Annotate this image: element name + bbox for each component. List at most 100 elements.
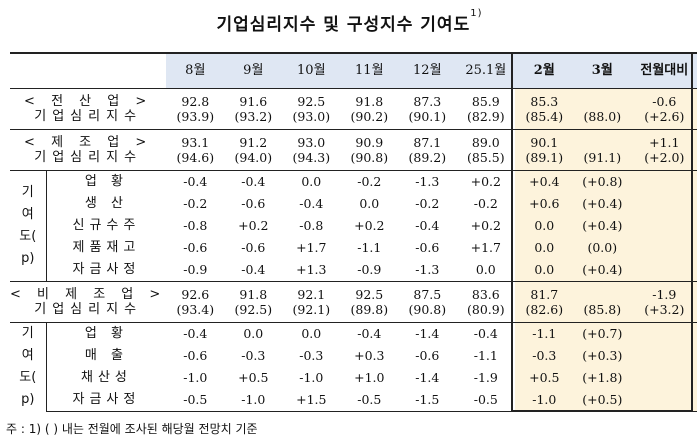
- value-cell: 93.1 (94.6): [166, 129, 225, 171]
- value-cell: -1.0: [183, 370, 208, 385]
- value-cell: 87.3 (90.1): [398, 88, 457, 130]
- value-cell: (+0.4): [573, 193, 632, 215]
- value-cell: 93.0 (94.3): [282, 129, 341, 171]
- value-cell: -0.4: [166, 170, 225, 193]
- value-cell: [631, 389, 698, 412]
- value-cell: -0.2: [340, 170, 399, 193]
- value-cell: +1.1 (+2.0): [631, 129, 698, 171]
- nonmfg-contribution-group-label: 기 여 도(p): [10, 322, 47, 412]
- value-cell: [631, 322, 698, 345]
- value-cell: (88.0): [573, 88, 632, 130]
- value-cell: (0.0): [573, 237, 632, 259]
- row-label: 자금사정: [45, 389, 167, 412]
- value-cell: -0.6: [183, 240, 208, 255]
- col-header: 3월: [573, 52, 632, 89]
- value-cell: -0.4: [241, 262, 266, 277]
- value-cell: -0.4: [299, 196, 324, 211]
- value-cell: 90.9 (90.8): [340, 129, 399, 171]
- value-cell: (+0.3): [573, 345, 632, 367]
- value-cell: 91.8 (92.5): [224, 281, 283, 323]
- value-cell: -0.2: [415, 196, 440, 211]
- nonmfg-contribution-row: 자금사정 -0.5 -1.0 +1.5 -0.5 -1.5 -0.5 -1.0 …: [10, 389, 698, 412]
- value-cell: -1.9 (+3.2): [631, 281, 698, 323]
- value-cell: (91.1): [573, 129, 632, 171]
- value-cell: +1.3: [296, 262, 327, 277]
- non-manufacturing-row: < 비 제 조 업 > 기업심리지수 92.6 (93.4) 91.8 (92.5) …: [10, 281, 698, 323]
- value-cell: 0.0: [282, 170, 341, 193]
- value-cell: -0.6: [183, 348, 208, 363]
- value-cell: -0.6 (+2.6): [631, 88, 698, 130]
- value-cell: 85.3 (85.4): [515, 88, 574, 130]
- col-header: 11월: [340, 52, 399, 89]
- value-cell: -1.1: [473, 348, 498, 363]
- value-cell: +0.2: [238, 218, 269, 233]
- all-industry-row: < 전 산 업 > 기업심리지수 92.8 (93.9) 91.6 (93.2) 92…: [10, 88, 698, 130]
- footnote: 주 : 1) ( ) 내는 전월에 조사된 해당월 전망치 기준: [6, 422, 258, 436]
- value-cell: +0.4: [515, 170, 574, 193]
- nonmfg-contribution-row: 채산성 -1.0 +0.5 -1.0 +1.0 -1.4 -1.9 +0.5 (…: [10, 367, 698, 389]
- col-header: 2월: [515, 52, 574, 89]
- nonmfg-contribution-row: 매 출 -0.6 -0.3 -0.3 +0.3 -0.6 -1.1 -0.3 (…: [10, 345, 698, 367]
- value-cell: -0.5: [166, 389, 225, 412]
- value-cell: 87.1 (89.2): [398, 129, 457, 171]
- value-cell: 87.5 (90.8): [398, 281, 457, 323]
- value-cell: -1.4: [398, 322, 457, 345]
- row-label: 제품재고: [45, 237, 167, 259]
- value-cell: 90.1 (89.1): [515, 129, 574, 171]
- value-cell: (+1.8): [573, 367, 632, 389]
- value-cell: -0.3: [299, 348, 324, 363]
- value-cell: +1.7: [470, 240, 501, 255]
- mfg-contribution-row: 제품재고 -0.6 -0.6 +1.7 -1.1 -0.6 +1.7 0.0 (…: [10, 237, 698, 259]
- value-cell: -0.4: [340, 322, 399, 345]
- value-cell: +0.5: [515, 367, 574, 389]
- value-cell: -0.4: [166, 322, 225, 345]
- value-cell: 0.0: [282, 322, 341, 345]
- manufacturing-row: < 제 조 업 > 기업심리지수 93.1 (94.6) 91.2 (94.0) 93…: [10, 129, 698, 171]
- value-cell: -1.0: [224, 389, 283, 412]
- value-cell: -0.4: [224, 170, 283, 193]
- value-cell: [631, 259, 698, 282]
- value-cell: -1.1: [515, 322, 574, 345]
- value-cell: 92.1 (92.1): [282, 281, 341, 323]
- value-cell: -0.6: [241, 240, 266, 255]
- value-cell: -0.4: [415, 218, 440, 233]
- value-cell: -0.6: [241, 196, 266, 211]
- value-cell: -0.2: [473, 196, 498, 211]
- col-header: 8월: [166, 52, 225, 89]
- value-cell: [631, 367, 698, 389]
- value-cell: -1.4: [415, 370, 440, 385]
- value-cell: -0.3: [515, 345, 574, 367]
- value-cell: +1.5: [282, 389, 341, 412]
- value-cell: [631, 193, 698, 215]
- value-cell: [631, 237, 698, 259]
- value-cell: +0.5: [238, 370, 269, 385]
- value-cell: (+0.7): [573, 322, 632, 345]
- mfg-contribution-row: 기 여 도(p) 업 황 -0.4 -0.4 0.0 -0.2 -1.3 +0.2 …: [10, 170, 698, 282]
- col-header: 10월: [282, 52, 341, 89]
- row-label: 자금사정: [45, 259, 167, 282]
- row-label: 매 출: [45, 345, 167, 367]
- value-cell: 0.0: [515, 259, 574, 282]
- value-cell: -0.2: [183, 196, 208, 211]
- all-industry-label: < 전 산 업 > 기업심리지수: [10, 88, 167, 130]
- value-cell: -1.0: [515, 389, 574, 412]
- value-cell: 91.8 (90.2): [340, 88, 399, 130]
- value-cell: (+0.4): [573, 259, 632, 282]
- mfg-contribution-row: 생 산 -0.2 -0.6 -0.4 0.0 -0.2 -0.2 +0.6 (+…: [10, 193, 698, 215]
- header-row: 8월 9월 10월 11월 12월 25.1월 2월 3월 전월대비: [10, 52, 698, 89]
- value-cell: -0.3: [241, 348, 266, 363]
- nonmfg-contribution-row: 기 여 도(p) 업 황 -0.4 0.0 0.0 -0.4 -1.4 -0.4 -…: [10, 322, 698, 412]
- value-cell: [631, 170, 698, 193]
- value-cell: -1.0: [299, 370, 324, 385]
- value-cell: -0.6: [415, 348, 440, 363]
- value-cell: 85.9 (82.9): [456, 88, 516, 130]
- value-cell: -0.4: [456, 322, 516, 345]
- col-header: 9월: [224, 52, 283, 89]
- value-cell: 81.7 (82.6): [515, 281, 574, 323]
- value-cell: -1.3: [415, 262, 440, 277]
- row-label: 업 황: [45, 170, 167, 193]
- col-header: 전월대비: [631, 52, 698, 89]
- value-cell: -1.3: [398, 170, 457, 193]
- bsi-table: 8월 9월 10월 11월 12월 25.1월 2월 3월 전월대비 < 전 산…: [10, 52, 698, 412]
- value-cell: 91.6 (93.2): [224, 88, 283, 130]
